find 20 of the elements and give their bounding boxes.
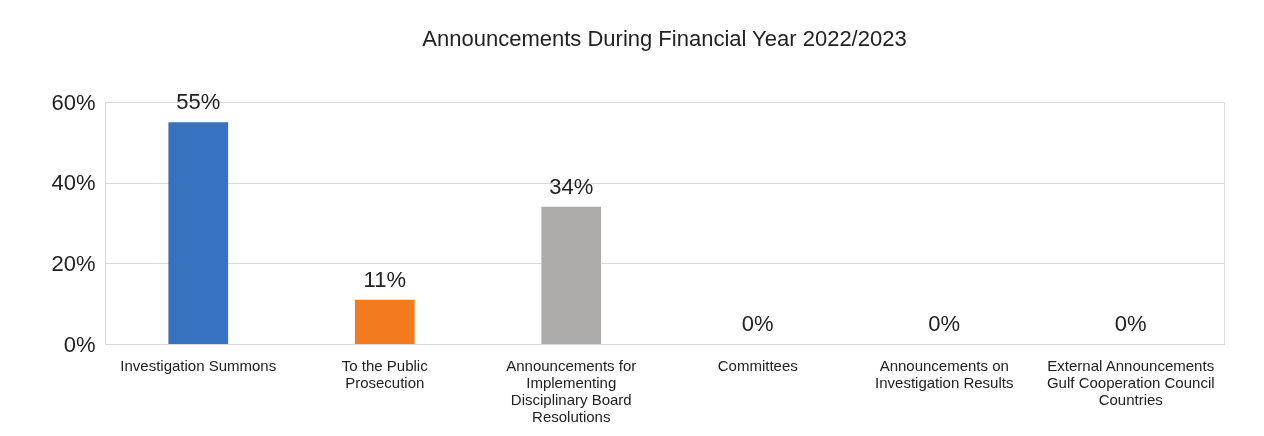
data-label: 55% xyxy=(176,89,221,115)
data-label: 0% xyxy=(741,311,774,336)
y-tick-label: 0% xyxy=(63,331,96,357)
bar xyxy=(354,299,415,344)
bar xyxy=(168,122,229,344)
chart-title: Announcements During Financial Year 2022/2023 xyxy=(422,26,907,51)
bar xyxy=(541,206,602,344)
x-tick-label: External Announcements Gulf Cooperation Council Countries xyxy=(1046,356,1215,408)
x-tick-label: Announcements on Investigation Results xyxy=(875,356,1014,391)
y-tick-label: 40% xyxy=(51,170,96,196)
data-label: 0% xyxy=(928,311,961,336)
x-tick-label: Announcements for Implementing Disciplinary Board Resolutions xyxy=(506,356,637,425)
data-label: 0% xyxy=(1114,311,1147,336)
y-tick-label: 20% xyxy=(51,250,96,276)
x-tick-label: Investigation Summons xyxy=(120,356,277,374)
y-tick-label: 60% xyxy=(51,89,96,115)
data-label: 11% xyxy=(363,266,406,292)
data-label: 34% xyxy=(549,173,594,199)
x-tick-label: Committees xyxy=(717,356,798,374)
x-tick-label: To the Public Prosecution xyxy=(341,356,429,391)
